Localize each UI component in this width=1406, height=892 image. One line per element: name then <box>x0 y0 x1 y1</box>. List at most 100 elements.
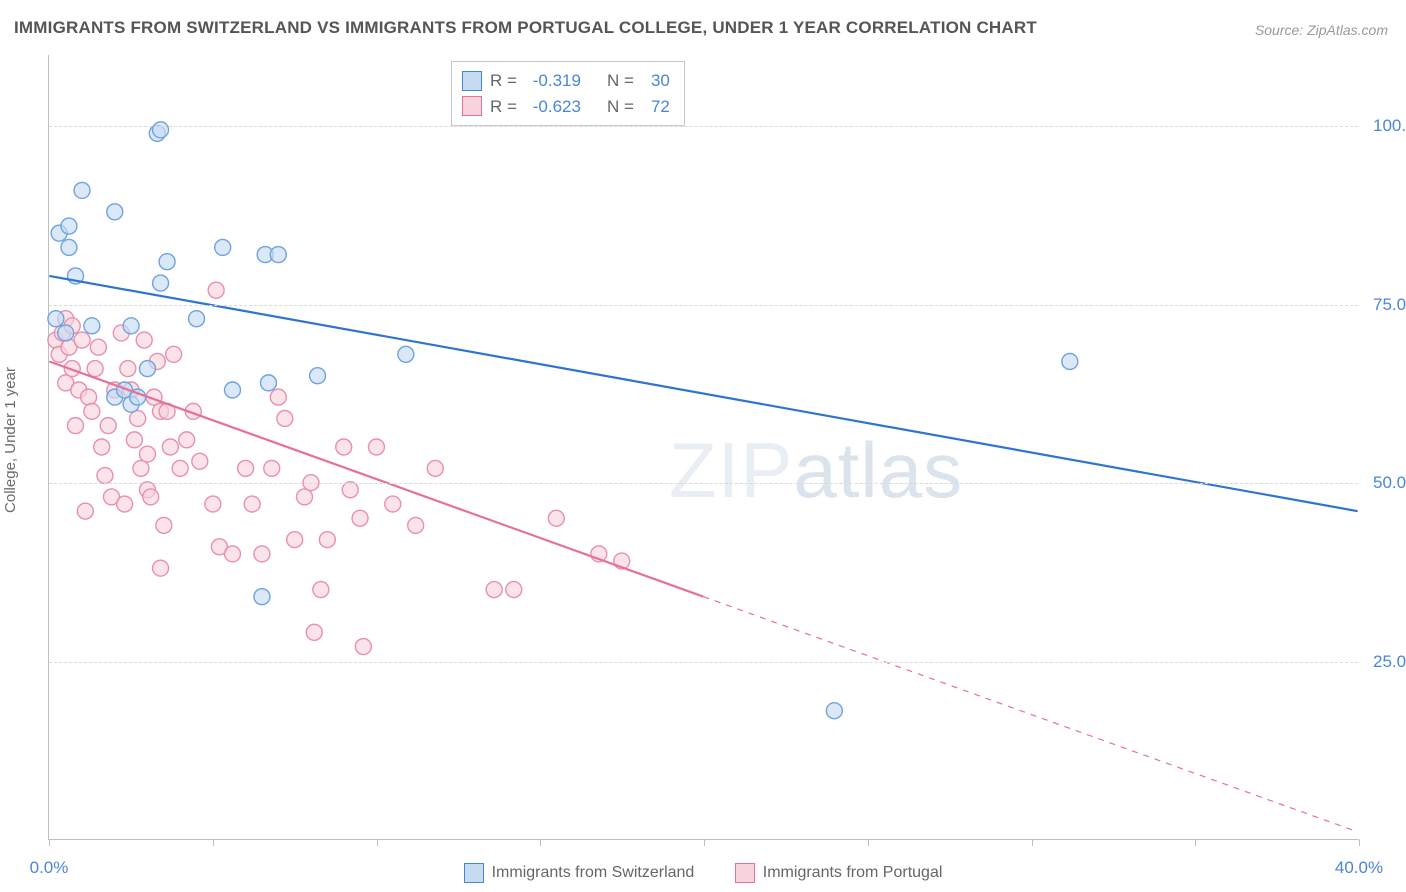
point-switzerland <box>1062 353 1078 369</box>
point-portugal <box>74 332 90 348</box>
n-value-blue: 30 <box>642 68 670 94</box>
xtick <box>540 839 541 846</box>
point-portugal <box>238 460 254 476</box>
point-portugal <box>277 411 293 427</box>
ytick-label: 25.0% <box>1373 652 1406 672</box>
point-portugal <box>244 496 260 512</box>
point-switzerland <box>74 182 90 198</box>
point-switzerland <box>139 361 155 377</box>
point-portugal <box>355 639 371 655</box>
point-portugal <box>427 460 443 476</box>
xtick <box>868 839 869 846</box>
point-switzerland <box>398 346 414 362</box>
point-switzerland <box>254 589 270 605</box>
ytick-label: 100.0% <box>1373 116 1406 136</box>
point-switzerland <box>107 204 123 220</box>
n-value-pink: 72 <box>642 94 670 120</box>
point-portugal <box>336 439 352 455</box>
stats-row-pink: R = -0.623 N = 72 <box>462 94 670 120</box>
point-portugal <box>90 339 106 355</box>
point-switzerland <box>159 254 175 270</box>
point-portugal <box>120 361 136 377</box>
point-portugal <box>408 517 424 533</box>
ytick-label: 75.0% <box>1373 295 1406 315</box>
point-portugal <box>68 418 84 434</box>
point-switzerland <box>310 368 326 384</box>
point-portugal <box>208 282 224 298</box>
point-switzerland <box>123 318 139 334</box>
chart-container: IMMIGRANTS FROM SWITZERLAND VS IMMIGRANT… <box>0 0 1406 892</box>
trendline <box>49 361 703 596</box>
point-portugal <box>77 503 93 519</box>
legend-label-switzerland: Immigrants from Switzerland <box>492 864 695 882</box>
xtick <box>49 839 50 846</box>
point-portugal <box>368 439 384 455</box>
point-portugal <box>143 489 159 505</box>
point-portugal <box>254 546 270 562</box>
point-switzerland <box>61 218 77 234</box>
point-portugal <box>87 361 103 377</box>
gridline <box>49 305 1358 306</box>
legend-item-switzerland: Immigrants from Switzerland <box>464 863 695 883</box>
swatch-blue-icon <box>462 71 482 91</box>
point-switzerland <box>215 239 231 255</box>
point-portugal <box>225 546 241 562</box>
xtick <box>704 839 705 846</box>
xtick <box>1032 839 1033 846</box>
point-portugal <box>126 432 142 448</box>
point-portugal <box>296 489 312 505</box>
trendline-dash <box>704 597 1358 832</box>
swatch-pink-icon <box>462 96 482 116</box>
point-portugal <box>192 453 208 469</box>
xtick <box>1195 839 1196 846</box>
legend-item-portugal: Immigrants from Portugal <box>735 863 943 883</box>
gridline <box>49 483 1358 484</box>
point-portugal <box>139 446 155 462</box>
point-portugal <box>486 582 502 598</box>
gridline <box>49 126 1358 127</box>
point-portugal <box>287 532 303 548</box>
point-portugal <box>133 460 149 476</box>
stats-row-blue: R = -0.319 N = 30 <box>462 68 670 94</box>
point-switzerland <box>189 311 205 327</box>
ytick-label: 50.0% <box>1373 473 1406 493</box>
point-portugal <box>270 389 286 405</box>
point-switzerland <box>61 239 77 255</box>
point-switzerland <box>153 275 169 291</box>
n-label: N = <box>607 94 634 120</box>
bottom-legend: Immigrants from Switzerland Immigrants f… <box>0 863 1406 888</box>
point-portugal <box>548 510 564 526</box>
point-portugal <box>172 460 188 476</box>
point-portugal <box>156 517 172 533</box>
point-portugal <box>313 582 329 598</box>
swatch-blue-icon <box>464 863 484 883</box>
point-switzerland <box>84 318 100 334</box>
point-switzerland <box>58 325 74 341</box>
point-portugal <box>136 332 152 348</box>
xtick <box>213 839 214 846</box>
point-portugal <box>352 510 368 526</box>
chart-title: IMMIGRANTS FROM SWITZERLAND VS IMMIGRANT… <box>14 18 1037 38</box>
point-switzerland <box>260 375 276 391</box>
r-label: R = <box>490 68 517 94</box>
point-portugal <box>506 582 522 598</box>
point-portugal <box>97 468 113 484</box>
gridline <box>49 662 1358 663</box>
point-portugal <box>166 346 182 362</box>
point-portugal <box>153 560 169 576</box>
n-label: N = <box>607 68 634 94</box>
point-portugal <box>117 496 133 512</box>
point-switzerland <box>153 122 169 138</box>
point-switzerland <box>225 382 241 398</box>
point-portugal <box>81 389 97 405</box>
point-portugal <box>264 460 280 476</box>
point-portugal <box>94 439 110 455</box>
point-switzerland <box>48 311 64 327</box>
y-axis-label: College, Under 1 year <box>2 367 19 513</box>
point-switzerland <box>826 703 842 719</box>
source-label: Source: ZipAtlas.com <box>1255 22 1388 38</box>
point-portugal <box>179 432 195 448</box>
point-portugal <box>385 496 401 512</box>
point-portugal <box>319 532 335 548</box>
plot-svg <box>49 55 1358 839</box>
